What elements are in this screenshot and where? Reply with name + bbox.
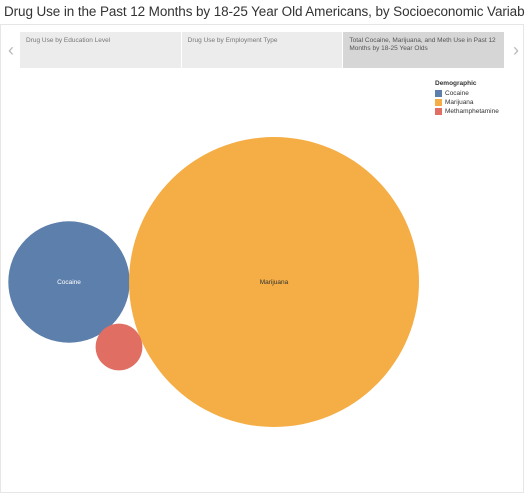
legend-item-methamphetamine[interactable]: Methamphetamine [435,107,499,116]
legend-title: Demographic [435,80,477,87]
page-title: Drug Use in the Past 12 Months by 18-25 … [4,4,525,19]
bubble-label-marijuana: Marijuana [260,279,289,286]
legend-label-cocaine: Cocaine [445,90,469,97]
previous-tab-arrow-icon[interactable]: ‹ [8,40,14,60]
legend-swatch-marijuana [435,99,442,106]
next-tab-arrow-icon[interactable]: › [513,40,519,60]
bubble-marijuana[interactable] [129,137,419,427]
tab-employment-type[interactable]: Drug Use by Employment Type [181,32,344,68]
dashboard-frame [0,24,524,493]
tab-total-drug-use[interactable]: Total Cocaine, Marijuana, and Meth Use i… [343,32,505,68]
story-tab-bar: Drug Use by Education Level Drug Use by … [20,32,505,68]
tab-education-level[interactable]: Drug Use by Education Level [20,32,182,68]
legend-label-marijuana: Marijuana [445,99,474,106]
bubble-cocaine[interactable] [8,221,130,343]
legend: Demographic Cocaine Marijuana Methamphet… [435,80,499,116]
legend-swatch-methamphetamine [435,108,442,115]
bubble-label-cocaine: Cocaine [57,279,81,286]
legend-label-methamphetamine: Methamphetamine [445,108,499,115]
legend-swatch-cocaine [435,90,442,97]
legend-item-cocaine[interactable]: Cocaine [435,89,499,98]
legend-item-marijuana[interactable]: Marijuana [435,98,499,107]
bubble-methamphetamine[interactable] [95,323,143,371]
